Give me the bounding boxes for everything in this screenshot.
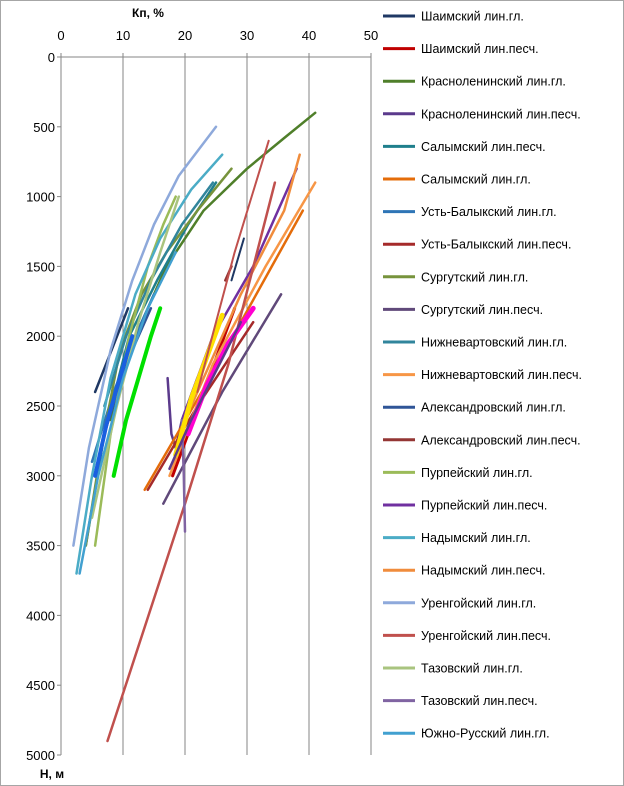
y-tick-label: 2500: [26, 399, 55, 414]
legend-item: Тазовский лин.гл.: [383, 662, 523, 676]
legend-item: Салымский лин.гл.: [383, 173, 531, 187]
legend-label: Красноленинский лин.песч.: [421, 107, 581, 121]
legend-label: Уренгойский лин.гл.: [421, 596, 536, 610]
y-tick-label: 1000: [26, 190, 55, 205]
legend-label: Усть-Балыкский лин.песч.: [421, 238, 571, 252]
legend-item: Шаимский лин.гл.: [383, 10, 524, 24]
unlabeled-line-6: [168, 320, 243, 471]
grid: [122, 57, 372, 755]
legend-item: Сургутский лин.гл.: [383, 270, 528, 284]
y-tick-label: 3000: [26, 469, 55, 484]
y-tick-label: 4000: [26, 608, 55, 623]
legend-item: Нижневартовский лин.песч.: [383, 368, 582, 382]
legend-label: Александровский лин.гл.: [421, 401, 566, 415]
legend-item: Пурпейский лин.песч.: [383, 499, 547, 513]
unlabeled-line-3: [173, 312, 225, 458]
legend-item: Пурпейский лин.гл.: [383, 466, 533, 480]
legend: Шаимский лин.гл. Шаимский лин.песч. Красно…: [383, 10, 582, 741]
legend-label: Нижневартовский лин.гл.: [421, 336, 567, 350]
legend-item: Красноленинский лин.песч.: [383, 107, 581, 121]
legend-item: Уренгойский лин.песч.: [383, 629, 551, 643]
series-line-17: [75, 153, 224, 575]
legend-label: Пурпейский лин.гл.: [421, 466, 533, 480]
legend-item: Салымский лин.песч.: [383, 140, 546, 154]
legend-item: Тазовский лин.песч.: [383, 694, 538, 708]
legend-label: Александровский лин.песч.: [421, 433, 581, 447]
legend-label: Красноленинский лин.гл.: [421, 75, 566, 89]
y-tick-label: 0: [48, 50, 55, 65]
legend-label: Шаимский лин.гл.: [421, 10, 524, 24]
legend-item: Надымский лин.песч.: [383, 564, 545, 578]
series-line-21: [90, 195, 181, 519]
unlabeled-line-2: [93, 334, 135, 478]
legend-label: Сургутский лин.песч.: [421, 303, 543, 317]
legend-label: Усть-Балыкский лин.гл.: [421, 205, 557, 219]
y-tick-label: 4500: [26, 678, 55, 693]
legend-label: Нижневартовский лин.песч.: [421, 368, 582, 382]
series-line-15: [93, 195, 177, 547]
y-tick-label: 2000: [26, 329, 55, 344]
legend-item: Александровский лин.гл.: [383, 401, 566, 415]
unlabeled-line-5: [230, 237, 245, 282]
y-tick-label: 1500: [26, 259, 55, 274]
legend-label: Пурпейский лин.песч.: [421, 499, 547, 513]
x-tick-label: 20: [178, 28, 192, 43]
legend-item: Южно-Русский лин.гл.: [383, 727, 550, 741]
legend-label: Надымский лин.песч.: [421, 564, 545, 578]
y-tick-label: 500: [33, 120, 55, 135]
legend-label: Тазовский лин.гл.: [421, 662, 523, 676]
legend-label: Уренгойский лин.песч.: [421, 629, 551, 643]
x-tick-label: 10: [116, 28, 130, 43]
legend-label: Салымский лин.песч.: [421, 140, 546, 154]
legend-item: Александровский лин.песч.: [383, 433, 581, 447]
legend-label: Шаимский лин.песч.: [421, 42, 539, 56]
legend-item: Уренгойский лин.гл.: [383, 596, 536, 610]
legend-label: Сургутский лин.гл.: [421, 270, 528, 284]
series-line-19: [72, 125, 218, 547]
legend-label: Салымский лин.гл.: [421, 173, 531, 187]
series-line-20: [106, 181, 277, 743]
x-tick-label: 0: [57, 28, 64, 43]
y-tick-label: 5000: [26, 748, 55, 763]
legend-item: Усть-Балыкский лин.гл.: [383, 205, 557, 219]
tick-labels: 0 10 20 30 40 5005001000150020002500300035004…: [26, 28, 378, 763]
legend-item: Надымский лин.гл.: [383, 531, 531, 545]
legend-label: Южно-Русский лин.гл.: [421, 727, 550, 741]
x-tick-label: 40: [302, 28, 316, 43]
y-tick-label: 3500: [26, 539, 55, 554]
legend-item: Усть-Балыкский лин.песч.: [383, 238, 571, 252]
legend-item: Красноленинский лин.гл.: [383, 75, 566, 89]
series-line-18: [189, 153, 301, 408]
series-layer: [72, 111, 317, 743]
x-tick-label: 50: [364, 28, 378, 43]
legend-label: Тазовский лин.песч.: [421, 694, 538, 708]
series-line-10: [162, 293, 283, 505]
x-tick-label: 30: [240, 28, 254, 43]
y-axis-title: H, м: [40, 767, 64, 781]
legend-item: Нижневартовский лин.гл.: [383, 336, 567, 350]
x-axis-title: Кп, %: [132, 6, 164, 20]
unlabeled-line-1: [111, 306, 163, 478]
legend-item: Сургутский лин.песч.: [383, 303, 543, 317]
legend-item: Шаимский лин.песч.: [383, 42, 539, 56]
unlabeled-line-7: [196, 139, 270, 393]
legend-label: Надымский лин.гл.: [421, 531, 531, 545]
series-line-23: [78, 251, 177, 575]
